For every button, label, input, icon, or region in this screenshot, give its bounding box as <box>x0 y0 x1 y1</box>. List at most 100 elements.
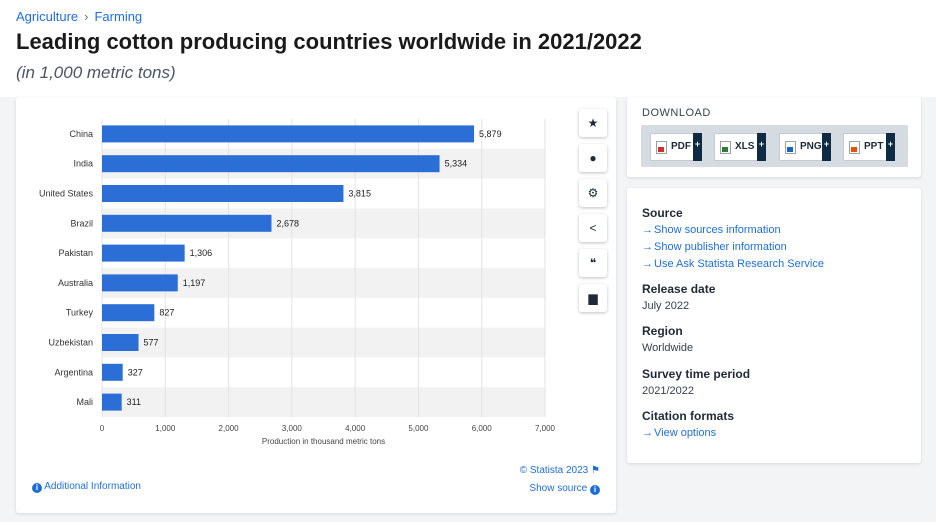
png-icon-mark <box>787 147 793 152</box>
bar <box>102 244 185 262</box>
pdf-icon-mark <box>658 147 664 152</box>
download-pdf-label: PDF <box>671 141 691 152</box>
breadcrumb: Agriculture › Farming <box>16 9 142 24</box>
bar <box>102 155 440 173</box>
page-title: Leading cotton producing countries world… <box>16 29 642 54</box>
source-heading: Source <box>642 206 683 220</box>
settings-button[interactable]: ⚙ <box>579 179 607 207</box>
x-tick-label: 3,000 <box>282 424 303 433</box>
gear-icon: ⚙ <box>587 186 599 200</box>
x-tick-label: 6,000 <box>472 424 493 433</box>
download-panel: DOWNLOAD PDF + XLS + PNG + PPT + <box>627 97 921 177</box>
show-sources-link[interactable]: →Show sources information <box>642 224 781 236</box>
cite-button[interactable]: ❝ <box>579 249 607 277</box>
download-png-button[interactable]: PNG + <box>779 133 831 161</box>
category-label: Pakistan <box>58 248 93 258</box>
page-subtitle: (in 1,000 metric tons) <box>16 63 176 82</box>
value-label: 5,879 <box>479 129 502 139</box>
category-label: Uzbekistan <box>48 338 93 348</box>
download-xls-label: XLS <box>735 141 755 152</box>
additional-information-link[interactable]: i Additional Information <box>32 481 141 493</box>
breadcrumb-agriculture[interactable]: Agriculture <box>16 9 79 24</box>
value-label: 3,815 <box>348 189 371 199</box>
value-label: 1,306 <box>190 248 213 258</box>
row-band <box>102 387 545 417</box>
ask-statista-link[interactable]: →Use Ask Statista Research Service <box>642 258 824 270</box>
statista-credit[interactable]: © Statista 2023 ⚑ <box>520 465 600 476</box>
page-header: Agriculture › Farming Leading cotton produ… <box>0 0 936 97</box>
download-xls-button[interactable]: XLS + <box>714 133 766 161</box>
bar <box>102 363 123 381</box>
arrow-right-icon: → <box>642 427 653 439</box>
category-label: Turkey <box>66 308 94 318</box>
category-label: Brazil <box>70 218 93 228</box>
bar <box>102 125 475 143</box>
download-ppt-label: PPT <box>864 141 884 152</box>
show-publisher-link[interactable]: →Show publisher information <box>642 241 787 253</box>
x-tick-label: 5,000 <box>408 424 429 433</box>
plus-icon: + <box>886 133 895 161</box>
bell-icon: ● <box>589 151 597 165</box>
bar <box>102 185 344 202</box>
share-button[interactable]: < <box>579 214 607 242</box>
plus-icon: + <box>822 133 831 161</box>
bar <box>102 334 139 351</box>
show-sources-text: Show sources information <box>654 224 781 236</box>
bar <box>102 393 122 411</box>
category-label: Australia <box>58 278 93 288</box>
show-source-link[interactable]: Show source i <box>529 483 600 495</box>
value-label: 327 <box>128 367 143 377</box>
view-options-link[interactable]: →View options <box>642 427 716 439</box>
download-buttons: PDF + XLS + PNG + PPT + <box>641 125 908 167</box>
download-pdf-button[interactable]: PDF + <box>650 133 702 161</box>
favorite-button[interactable]: ★ <box>579 109 607 137</box>
value-label: 5,334 <box>445 159 468 169</box>
x-tick-label: 2,000 <box>219 424 240 433</box>
category-label: Argentina <box>54 367 93 377</box>
release-date-heading: Release date <box>642 282 716 296</box>
star-icon: ★ <box>587 116 599 130</box>
download-png-label: PNG <box>800 141 822 152</box>
x-tick-label: 7,000 <box>535 424 556 433</box>
download-ppt-button[interactable]: PPT + <box>843 133 895 161</box>
download-title: DOWNLOAD <box>642 107 711 119</box>
show-publisher-text: Show publisher information <box>654 241 787 253</box>
region-heading: Region <box>642 324 683 338</box>
additional-info-text: Additional Information <box>44 481 141 492</box>
x-tick-label: 4,000 <box>345 424 366 433</box>
survey-period-heading: Survey time period <box>642 367 751 381</box>
view-options-text: View options <box>654 427 717 439</box>
category-label: China <box>69 129 93 139</box>
quote-icon: ❝ <box>589 256 597 270</box>
print-button[interactable]: ▆ <box>579 284 607 312</box>
bar <box>102 274 178 292</box>
survey-period-value: 2021/2022 <box>642 385 694 397</box>
x-tick-label: 0 <box>100 424 105 433</box>
breadcrumb-farming[interactable]: Farming <box>94 9 143 24</box>
value-label: 577 <box>144 338 159 348</box>
arrow-right-icon: → <box>642 258 653 270</box>
category-label: Mali <box>76 397 93 407</box>
plus-icon: + <box>693 133 702 161</box>
statistic-details-panel: Source →Show sources information →Show p… <box>627 188 921 463</box>
citation-formats-heading: Citation formats <box>642 409 735 423</box>
bar <box>102 214 272 232</box>
breadcrumb-separator: › <box>84 9 89 24</box>
value-label: 311 <box>127 397 141 407</box>
plus-icon: + <box>757 133 766 161</box>
info-icon: i <box>32 483 42 493</box>
arrow-right-icon: → <box>642 224 653 236</box>
pdf-icon <box>656 141 667 154</box>
x-tick-label: 1,000 <box>155 424 176 433</box>
value-label: 2,678 <box>276 218 299 228</box>
xls-icon-mark <box>722 147 728 152</box>
notify-button[interactable]: ● <box>579 144 607 172</box>
print-icon: ▆ <box>588 291 598 305</box>
arrow-right-icon: → <box>642 241 653 253</box>
ppt-icon-mark <box>851 147 857 152</box>
info-icon: i <box>590 485 600 495</box>
ask-statista-text: Use Ask Statista Research Service <box>654 258 824 270</box>
ppt-icon <box>849 141 860 154</box>
category-label: United States <box>39 189 94 199</box>
value-label: 827 <box>159 308 174 318</box>
